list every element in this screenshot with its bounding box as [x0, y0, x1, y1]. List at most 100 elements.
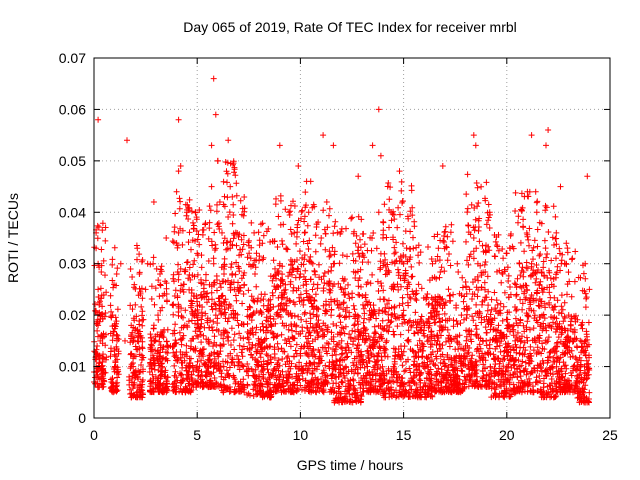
data-point [277, 371, 284, 378]
data-point [291, 312, 298, 319]
data-point [136, 393, 143, 400]
data-point [111, 244, 118, 251]
data-point [170, 311, 177, 318]
data-point [127, 391, 134, 397]
data-point [180, 314, 186, 321]
data-point [232, 172, 239, 179]
data-point [270, 257, 277, 264]
data-point [157, 332, 164, 339]
data-point [135, 292, 142, 299]
data-point [307, 310, 313, 317]
data-point [95, 294, 102, 300]
x-tick-label: 15 [396, 427, 412, 443]
data-point [228, 264, 234, 271]
data-point [239, 300, 246, 307]
data-point [215, 328, 222, 334]
data-point [296, 359, 303, 366]
data-point [148, 334, 155, 341]
data-point [171, 380, 178, 387]
data-point [180, 332, 187, 339]
data-point [240, 321, 247, 328]
data-point [253, 250, 260, 257]
data-point [140, 391, 146, 398]
data-point [227, 281, 234, 288]
data-point [206, 281, 213, 288]
data-point [195, 231, 202, 238]
data-point [182, 307, 189, 314]
data-point [234, 317, 241, 324]
data-point [158, 388, 165, 395]
data-point [176, 329, 183, 336]
data-point [221, 298, 228, 305]
data-point [139, 322, 146, 329]
data-point [92, 301, 99, 308]
data-point [257, 354, 264, 361]
data-point [302, 204, 309, 211]
data-point [248, 344, 255, 351]
data-point [133, 346, 140, 353]
data-point [240, 376, 247, 383]
data-point [205, 235, 212, 242]
data-point [238, 275, 245, 282]
data-point [293, 233, 300, 240]
data-point [183, 362, 190, 369]
data-point [230, 337, 237, 344]
data-point [287, 343, 294, 350]
data-point [302, 276, 309, 283]
data-point [278, 345, 285, 352]
data-point [233, 297, 240, 304]
data-point [206, 225, 213, 232]
data-point [150, 388, 157, 395]
data-point [131, 334, 138, 341]
data-point [221, 235, 228, 242]
data-point [183, 342, 190, 349]
data-point [285, 326, 292, 333]
data-point [233, 259, 240, 266]
data-point [291, 203, 298, 209]
data-point [152, 337, 159, 344]
data-point [98, 367, 105, 374]
data-point [173, 339, 180, 346]
data-point [328, 312, 335, 319]
data-point [229, 270, 236, 277]
data-point [94, 380, 101, 387]
data-point [259, 339, 266, 346]
data-point [260, 302, 267, 309]
data-point [215, 361, 221, 368]
data-point [181, 357, 188, 364]
data-point [287, 226, 294, 233]
data-point [112, 358, 119, 364]
data-point [245, 372, 252, 379]
data-point [260, 296, 267, 303]
data-point [203, 290, 209, 297]
data-point [299, 375, 306, 382]
data-point [247, 304, 254, 311]
data-point [290, 335, 296, 341]
data-point [164, 374, 171, 381]
data-point [238, 236, 245, 243]
data-point [272, 265, 278, 272]
data-point [213, 208, 220, 215]
data-point [211, 349, 218, 356]
data-point [160, 344, 167, 351]
data-point [170, 301, 177, 308]
data-point [293, 240, 300, 247]
data-point [211, 300, 218, 307]
data-point [216, 302, 223, 309]
data-point [172, 210, 179, 217]
data-point [183, 367, 190, 374]
data-point [179, 389, 186, 396]
data-point [241, 205, 248, 212]
data-point [302, 267, 309, 274]
data-point [244, 320, 251, 327]
data-point [304, 369, 311, 376]
data-point [227, 388, 234, 395]
data-point [310, 281, 317, 288]
data-point [269, 330, 276, 337]
data-point [192, 308, 199, 314]
data-point [214, 315, 221, 322]
data-point [253, 308, 260, 315]
data-point [136, 251, 143, 258]
data-point [303, 287, 310, 294]
data-point [256, 257, 263, 264]
